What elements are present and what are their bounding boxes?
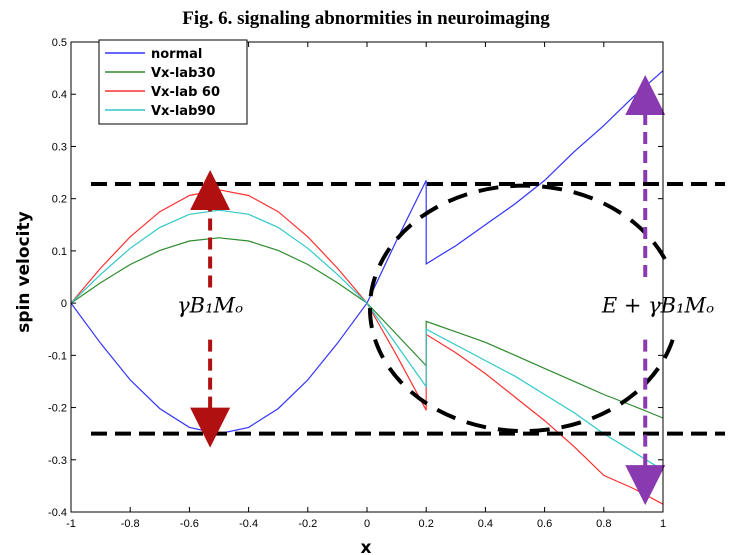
x-tick-label: 0.6 <box>537 518 552 530</box>
legend-label: normal <box>151 47 202 62</box>
legend-label: Vx-lab30 <box>151 66 215 81</box>
y-axis-label: spin velocity <box>14 211 34 332</box>
legend-label: Vx-lab90 <box>151 104 215 119</box>
annotation-group: γB₁Mₒ E + γB₁Mₒ <box>91 75 731 506</box>
y-tick-label: 0.5 <box>52 37 67 49</box>
series-line-normal <box>70 70 664 435</box>
x-tick-label: 0.4 <box>478 518 493 530</box>
x-tick-label: -0.4 <box>239 518 258 530</box>
right-label-background <box>582 269 731 338</box>
x-tick-label: -0.8 <box>121 518 140 530</box>
y-tick-label: -0.4 <box>48 507 67 519</box>
y-tick-label: 0 <box>61 298 67 310</box>
x-tick-label: -1 <box>66 518 76 530</box>
left-annotation-label: γB₁Mₒ <box>177 294 243 318</box>
x-tick-label: 0 <box>364 518 370 530</box>
axis-ticks: -1 -0.8 -0.6 -0.4 -0.2 0 0.2 0.4 0.6 0.8 1 -0.4 -0.3… <box>48 37 666 530</box>
x-tick-label: 0.8 <box>596 518 611 530</box>
y-tick-label: 0.1 <box>52 246 67 258</box>
right-annotation-label: E + γB₁Mₒ <box>601 294 714 318</box>
y-tick-label: -0.3 <box>48 455 67 467</box>
y-tick-label: 0.2 <box>52 194 67 206</box>
x-axis-label: x <box>361 538 372 555</box>
y-tick-label: -0.1 <box>48 350 67 362</box>
x-tick-label: -0.6 <box>180 518 199 530</box>
chart-title: Fig. 6. signaling abnormities in neuroim… <box>182 8 550 29</box>
x-tick-label: 0.2 <box>419 518 434 530</box>
legend: normal Vx-lab30 Vx-lab 60 Vx-lab90 <box>98 39 248 125</box>
series-line-vx-lab-60 <box>70 189 664 505</box>
series-line-vx-lab90 <box>70 209 664 471</box>
series-line-vx-lab30 <box>70 237 664 419</box>
legend-label: Vx-lab 60 <box>151 85 220 100</box>
y-tick-label: -0.2 <box>48 403 67 415</box>
y-tick-label: 0.3 <box>52 141 67 153</box>
x-tick-label: 1 <box>660 518 666 530</box>
series-group <box>70 70 664 505</box>
y-tick-label: 0.4 <box>52 89 67 101</box>
x-tick-label: -0.2 <box>298 518 317 530</box>
